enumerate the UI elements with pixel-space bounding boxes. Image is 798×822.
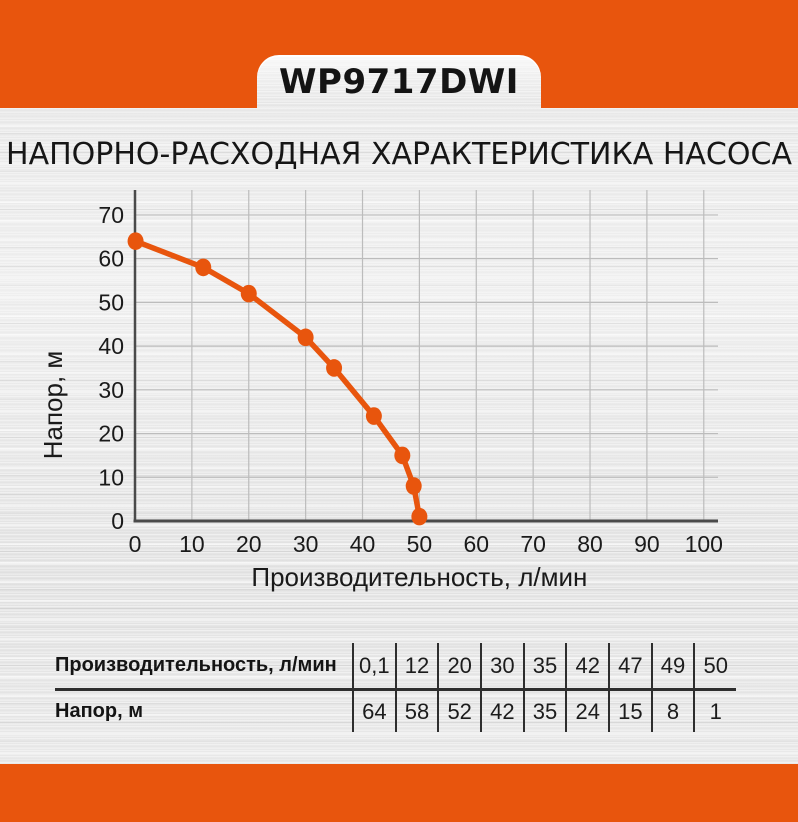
data-point (365, 407, 382, 425)
x-tick-label: 30 (293, 531, 319, 557)
y-tick-label: 30 (98, 377, 124, 403)
data-point (411, 507, 428, 526)
grid-layer (134, 190, 718, 522)
x-tick-label: 0 (129, 531, 142, 557)
page-title: НАПОРНО-РАСХОДНАЯ ХАРАКТЕРИСТИКА НАСОСА (6, 137, 792, 172)
y-tick-label: 60 (98, 246, 124, 272)
table-cell: 1 (693, 691, 736, 732)
data-point (394, 446, 411, 465)
table-cell: 42 (565, 643, 608, 688)
table-cell: 24 (565, 691, 608, 732)
y-tick-label: 20 (98, 421, 124, 447)
y-tick-label: 50 (98, 289, 124, 315)
x-tick-label: 60 (463, 531, 489, 557)
table-cell: 58 (394, 691, 438, 732)
x-tick-label: 10 (179, 531, 205, 557)
x-tick-label: 80 (577, 531, 603, 557)
model-badge: WP9717DWI (257, 55, 541, 108)
data-point (326, 359, 343, 377)
table-cell: 52 (437, 691, 480, 732)
table-cell: 49 (650, 643, 694, 688)
table-row-label: Производительность, л/мин (55, 654, 337, 676)
table-cell: 15 (608, 691, 651, 732)
table-cell: 12 (394, 643, 438, 688)
y-tick-label: 70 (98, 202, 124, 228)
table-row: Производительность, л/мин 0,1 12 20 30 35 42 47… (55, 643, 736, 688)
axes-layer (133, 190, 718, 523)
table-cell: 42 (480, 691, 523, 732)
data-points (127, 232, 428, 526)
table-row-label: Напор, м (55, 700, 143, 722)
x-axis-title: Производительность, л/мин (251, 562, 587, 592)
y-tick-label: 10 (98, 464, 124, 490)
chart-svg: 0 10 20 30 40 50 60 70 80 90 100 0 10 20 30 40 50 60 70 Про… (40, 190, 723, 592)
table-cell: 35 (522, 643, 566, 688)
x-tick-label: 20 (236, 531, 262, 557)
data-point (195, 258, 212, 277)
x-tick-label: 100 (685, 531, 723, 557)
x-tick-label: 40 (350, 531, 376, 557)
data-point (405, 477, 422, 495)
tick-labels: 0 10 20 30 40 50 60 70 80 90 100 0 10 20 30 40 50 60 70 (98, 202, 723, 557)
data-point (127, 232, 144, 250)
table-divider (55, 688, 736, 691)
y-axis-title: Напор, м (40, 351, 68, 460)
data-point (297, 328, 314, 347)
table-cell: 35 (522, 691, 566, 732)
table-cell: 64 (352, 691, 395, 732)
x-tick-label: 50 (407, 531, 433, 557)
data-point (240, 284, 257, 303)
table-cell: 47 (608, 643, 651, 688)
table-cell: 0,1 (352, 643, 395, 688)
spec-table: Производительность, л/мин 0,1 12 20 30 35 42 47… (55, 643, 736, 732)
pump-curve-line (132, 238, 423, 520)
table-cell: 50 (693, 643, 736, 688)
model-title: WP9717DWI (279, 61, 519, 102)
table-cell: 8 (650, 691, 694, 732)
table-cell: 30 (480, 643, 523, 688)
pump-curve-chart: 0 10 20 30 40 50 60 70 80 90 100 0 10 20 30 40 50 60 70 Про… (40, 186, 760, 606)
table-row: Напор, м 64 58 52 42 35 24 15 8 1 (55, 691, 736, 732)
y-tick-label: 0 (111, 508, 124, 534)
x-tick-label: 70 (520, 531, 546, 557)
x-tick-label: 90 (634, 531, 660, 557)
top-orange-banner: WP9717DWI (0, 0, 798, 108)
bottom-orange-banner (0, 764, 798, 822)
table-cell: 20 (437, 643, 480, 688)
y-tick-label: 40 (98, 333, 124, 359)
